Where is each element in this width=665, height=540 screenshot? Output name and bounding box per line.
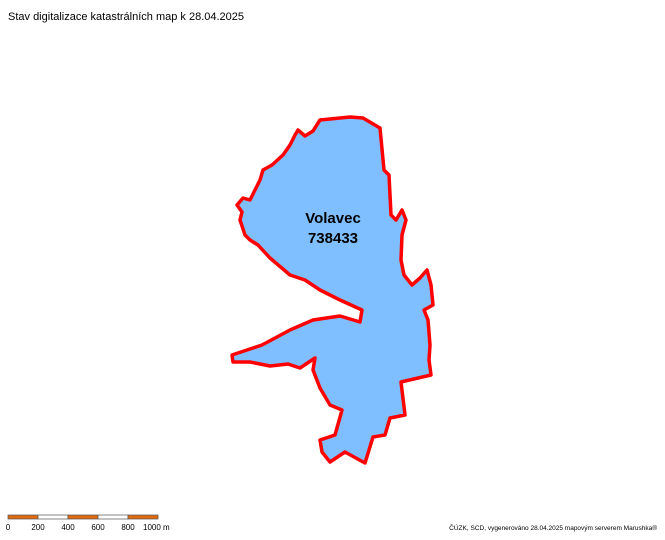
scale-label: 800 bbox=[121, 523, 135, 532]
credits: ČÚZK, SCD, vygenerováno 28.04.2025 mapov… bbox=[449, 523, 657, 532]
scale-label: 1000 m bbox=[143, 523, 170, 532]
area-name: Volavec bbox=[305, 210, 361, 227]
scale-label: 400 bbox=[61, 523, 75, 532]
map-title: Stav digitalizace katastrálních map k 28… bbox=[8, 11, 244, 23]
scale-label: 600 bbox=[91, 523, 105, 532]
scale-bar bbox=[7, 514, 159, 520]
scale-label: 0 bbox=[6, 523, 11, 532]
scale-segment bbox=[37, 514, 69, 520]
scale-segment bbox=[67, 514, 99, 520]
cadastral-area bbox=[230, 115, 435, 465]
scale-segment bbox=[7, 514, 39, 520]
area-code: 738433 bbox=[308, 230, 358, 247]
scale-label: 200 bbox=[31, 523, 45, 532]
scale-segment bbox=[127, 514, 159, 520]
scale-segment bbox=[97, 514, 129, 520]
